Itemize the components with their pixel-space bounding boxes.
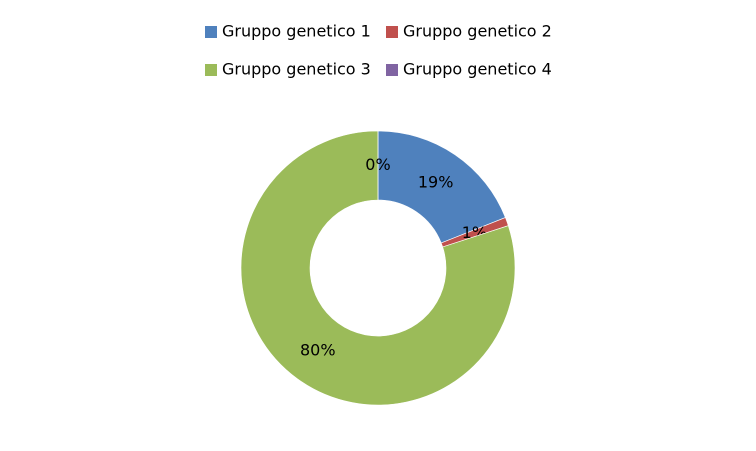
legend-swatch	[205, 26, 217, 38]
legend-swatch	[205, 64, 217, 76]
legend-label: Gruppo genetico 4	[403, 60, 552, 79]
legend-label: Gruppo genetico 3	[222, 60, 371, 79]
legend-label: Gruppo genetico 2	[403, 22, 552, 41]
legend-swatch	[386, 26, 398, 38]
legend-label: Gruppo genetico 1	[222, 22, 371, 41]
data-label: 80%	[300, 340, 336, 359]
legend-swatch	[386, 64, 398, 76]
data-label: 0%	[365, 155, 390, 174]
donut-slice	[240, 130, 516, 406]
donut-slice	[377, 130, 506, 244]
data-label: 19%	[418, 173, 454, 192]
